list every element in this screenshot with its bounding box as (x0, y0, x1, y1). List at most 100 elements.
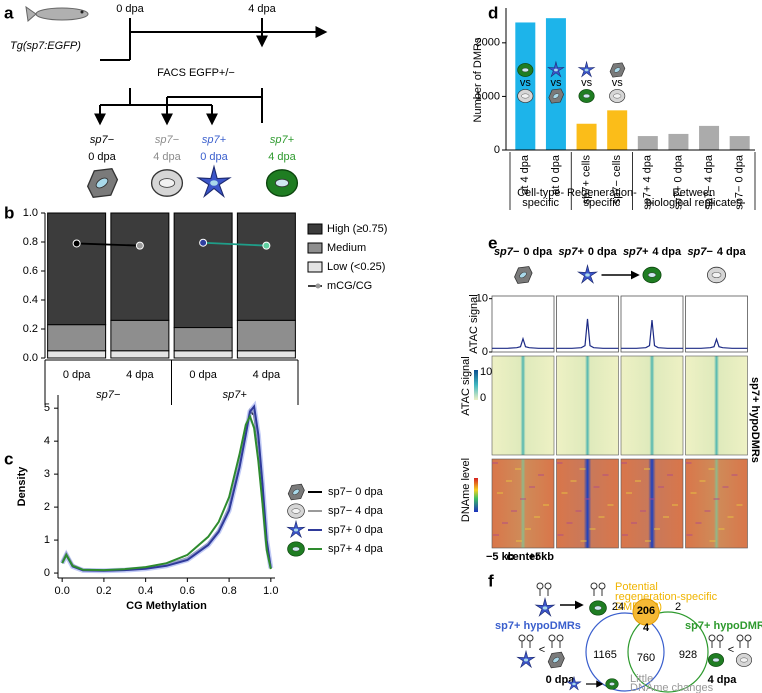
heatmap-noise (708, 468, 715, 470)
y-tick-label: 0.6 (23, 265, 38, 277)
heatmap-noise (516, 540, 522, 542)
cell-icon (287, 503, 305, 519)
heatmap-noise (607, 504, 614, 506)
bar-segment (236, 212, 296, 321)
less-than: < (539, 644, 545, 656)
heatmap-noise (685, 462, 692, 464)
cell-icon (286, 519, 306, 539)
profile-label: ATAC signal (468, 294, 480, 354)
column-header: sp7− 0 dpa (494, 246, 553, 258)
panel-e: sp7− 0 dpa sp7+ 0 dpa sp7+ 4 dpa sp7− 4 dpa010A… (460, 246, 761, 563)
legend-swatch (307, 261, 323, 273)
x-tick-label: sp7+ cells (580, 155, 592, 205)
x-tick-label: 0.8 (221, 585, 236, 597)
colorbar (474, 370, 478, 400)
cell-icon (516, 649, 536, 669)
x-tick-label: sp7− 4 dpa (703, 154, 715, 210)
heatmap-noise (493, 534, 499, 536)
header-time: 4 dpa (652, 246, 682, 258)
cell-icon (576, 263, 599, 284)
vs-label: vs (520, 77, 532, 89)
dname-heatmap (685, 458, 748, 549)
cell-icon (707, 266, 726, 284)
cell-icon (517, 89, 534, 103)
panel-c: 0 1 2 3 4 5 0.0 0.2 0.4 0.6 0.8 1.0 CG Methylation De… (16, 395, 384, 612)
heatmap-noise (645, 540, 651, 542)
x-label: +5kb (529, 551, 555, 563)
column-header: sp7− 4 dpa (687, 246, 746, 258)
legend-label: Medium (327, 242, 366, 254)
x-label: center (506, 551, 540, 563)
lollipop-head (548, 634, 556, 642)
heatmap-noise (672, 504, 678, 506)
left-time: 0 dpa (546, 674, 576, 686)
header-line: sp7− (687, 246, 713, 258)
nucleus (542, 606, 548, 610)
atac-heatmap (556, 355, 619, 456)
y-tick-label: 1 (44, 534, 50, 546)
heatmap-noise (575, 510, 582, 512)
bar (668, 133, 689, 150)
cell-icon (609, 89, 626, 103)
vs-label: vs (550, 77, 562, 89)
timepoint: 4 dpa (248, 3, 276, 15)
cell-icon (547, 651, 565, 669)
dname-heatmap (620, 458, 684, 549)
bar (607, 110, 628, 150)
dname-heatmap (491, 458, 555, 549)
nucleus (594, 605, 602, 611)
y-axis-label: Number of DMRs (472, 37, 484, 122)
legend-label: sp7+ 0 dpa (328, 524, 384, 536)
heatmap-noise (570, 480, 577, 482)
bar-segment (47, 212, 107, 326)
bar-segment (173, 327, 233, 352)
atac-profile (492, 336, 554, 349)
x-tick-label: 0.2 (96, 585, 111, 597)
heatmap-noise (658, 486, 664, 488)
nucleus (739, 657, 749, 663)
y-tick-label: 10 (476, 293, 488, 305)
y-tick-label: 0 (494, 144, 500, 156)
heatmap-noise (686, 534, 693, 536)
nucleus (554, 68, 558, 72)
bar (699, 125, 720, 150)
timepoint: 0 dpa (116, 3, 144, 15)
group-time: 0 dpa (88, 151, 116, 163)
mcg-point (72, 239, 81, 248)
cell-icon (578, 89, 595, 103)
heatmap-noise (502, 522, 508, 524)
bar-segment (173, 212, 233, 329)
heatmap-noise (631, 522, 637, 524)
atac-profile (556, 318, 619, 349)
nucleus (585, 273, 590, 277)
y-tick-label: 0.2 (23, 323, 38, 335)
bar (545, 18, 566, 150)
group-label: sp7− (96, 389, 121, 401)
facs-label: FACS EGFP+/− (157, 67, 235, 79)
nucleus (712, 657, 720, 663)
heatmap-noise (649, 498, 655, 500)
group-label: biological replicates (646, 197, 742, 209)
colorbar-label: 0 (480, 392, 486, 404)
nucleus (614, 67, 621, 73)
cell-icon (735, 653, 753, 667)
x-tick-label: 1.0 (263, 585, 278, 597)
header-line: sp7− (494, 246, 520, 258)
y-tick-label: 0 (44, 567, 50, 579)
heatmap-noise (543, 504, 549, 506)
colorbar-label: 10 (480, 366, 492, 378)
x-tick-label: sp7+ 0 dpa (672, 154, 684, 210)
heatmap-noise (497, 492, 503, 494)
cell-icon (287, 541, 305, 557)
nucleus (293, 528, 299, 532)
heatmap-noise (718, 528, 725, 530)
row-label: sp7+ hypoDMRs (749, 377, 761, 463)
heatmap-noise (602, 474, 609, 476)
profile-frame (685, 295, 748, 353)
mcg-line (76, 242, 140, 247)
nucleus (210, 180, 218, 186)
y-tick-label: 0 (482, 346, 488, 358)
density-line (61, 409, 272, 572)
legend-label: Low (<0.25) (327, 261, 385, 273)
